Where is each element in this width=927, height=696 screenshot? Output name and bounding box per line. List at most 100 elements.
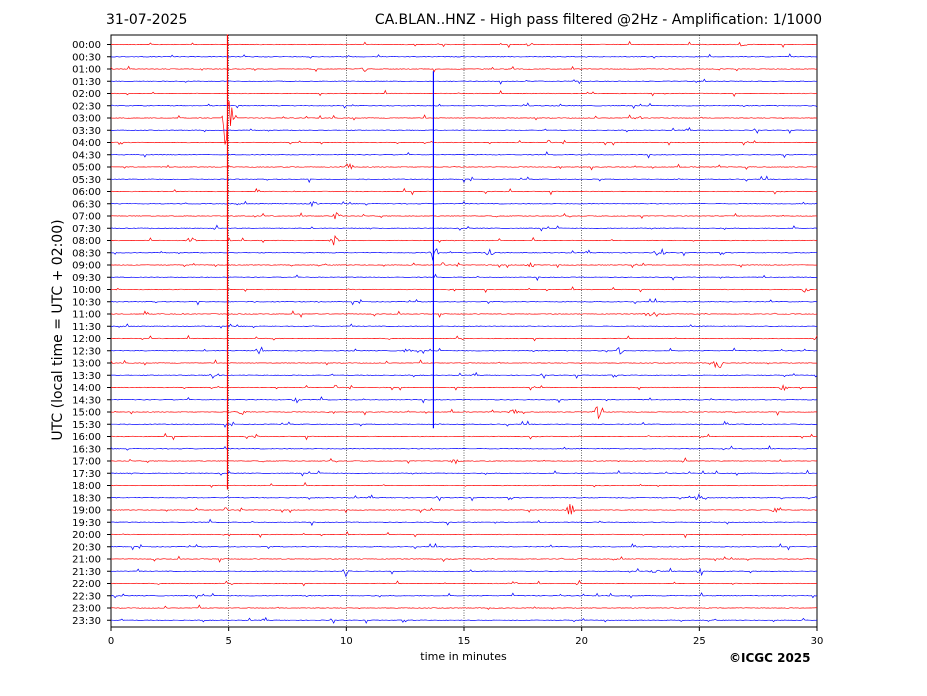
trace-0930 (110, 273, 818, 282)
y-tick-label: 14:00 (72, 383, 101, 394)
trace-1130 (110, 323, 818, 329)
y-tick-label: 10:00 (72, 285, 101, 296)
x-tick-label: 10 (340, 636, 353, 647)
trace-0030 (110, 53, 818, 59)
y-tick-label: 00:30 (72, 52, 101, 63)
trace-0300 (110, 100, 817, 145)
y-tick-label: 02:30 (72, 101, 101, 112)
traces (110, 34, 818, 624)
y-axis-label: UTC (local time = UTC + 02:00) (50, 219, 66, 441)
x-tick-label: 20 (575, 636, 588, 647)
trace-1030 (111, 297, 818, 306)
trace-1930 (110, 518, 818, 527)
trace-0900 (111, 262, 817, 269)
y-tick-label: 09:30 (72, 273, 101, 284)
y-tick-label: 22:30 (72, 591, 101, 602)
y-tick-label: 17:30 (72, 469, 101, 480)
y-tick-label: 18:00 (72, 481, 101, 492)
y-tick-label: 12:30 (72, 346, 101, 357)
y-tick-label: 08:00 (72, 236, 101, 247)
y-tick-label: 13:00 (72, 359, 101, 370)
trace-1430 (110, 396, 818, 404)
trace-1830 (110, 493, 818, 502)
x-axis-label-text: time in minutes (420, 650, 507, 663)
y-tick-label: 11:30 (72, 322, 101, 333)
trace-0700 (110, 212, 818, 220)
y-tick-label: 10:30 (72, 297, 101, 308)
y-tick-label: 20:00 (72, 530, 101, 541)
trace-0130 (110, 78, 818, 85)
trace-0430 (110, 151, 818, 159)
y-tick-label: 04:00 (72, 138, 101, 149)
y-tick-label: 03:00 (72, 114, 101, 125)
y-tick-label: 18:30 (72, 493, 101, 504)
grid-lines (228, 35, 700, 627)
y-tick-label: 17:00 (72, 457, 101, 468)
y-tick-label: 13:30 (72, 371, 101, 382)
chart-date: 31-07-2025 (106, 12, 188, 28)
y-tick-label: 23:30 (72, 616, 101, 627)
y-tick-label: 19:00 (72, 506, 101, 517)
trace-0530 (110, 175, 818, 184)
y-tick-label: 08:30 (72, 248, 101, 259)
trace-2200 (110, 579, 818, 587)
y-tick-label: 19:30 (72, 518, 101, 529)
trace-1100 (110, 310, 818, 318)
y-tick-label: 16:30 (72, 444, 101, 455)
y-tick-label: 00:00 (72, 40, 101, 51)
y-tick-label: 01:00 (72, 65, 101, 76)
trace-0830 (110, 247, 818, 261)
y-tick-label: 06:00 (72, 187, 101, 198)
trace-2230 (110, 592, 818, 600)
y-tick-label: 22:00 (72, 579, 101, 590)
trace-1230 (110, 346, 818, 355)
y-tick-label: 01:30 (72, 77, 101, 88)
trace-1300 (110, 359, 818, 369)
y-tick-label: 11:00 (72, 310, 101, 321)
x-tick-label: 30 (811, 636, 824, 647)
trace-1200 (110, 334, 818, 342)
trace-2030 (110, 542, 818, 551)
y-tick-label: 23:00 (72, 604, 101, 615)
trace-0000 (111, 40, 818, 49)
copyright-text: ©ICGC 2025 (729, 651, 811, 665)
trace-1630 (110, 445, 818, 451)
trace-2130 (110, 567, 818, 578)
trace-0630 (110, 200, 817, 208)
y-tick-label: 07:30 (72, 224, 101, 235)
y-tick-label: 05:30 (72, 175, 101, 186)
trace-1800 (110, 481, 818, 488)
trace-0730 (110, 224, 818, 232)
trace-0600 (110, 187, 818, 196)
y-tick-label: 12:00 (72, 334, 101, 345)
trace-0800 (110, 235, 818, 246)
trace-2330 (111, 616, 818, 624)
y-tick-label: 06:30 (72, 199, 101, 210)
trace-0100 (110, 65, 818, 73)
y-tick-label: 05:00 (72, 163, 101, 174)
trace-1530 (111, 420, 817, 428)
trace-1330 (111, 371, 818, 379)
trace-0400 (110, 139, 818, 146)
trace-1600 (111, 432, 818, 441)
x-tick-label: 25 (693, 636, 706, 647)
x-tick-labels: 0 5 10 15 20 25 30 (108, 627, 824, 647)
trace-0330 (110, 126, 818, 134)
trace-1000 (110, 286, 818, 293)
y-tick-label: 07:00 (72, 212, 101, 223)
trace-1900 (110, 503, 818, 515)
y-tick-label: 09:00 (72, 261, 101, 272)
y-tick-label: 16:00 (72, 432, 101, 443)
trace-0500 (111, 163, 817, 171)
trace-2300 (110, 604, 818, 610)
x-tick-label: 0 (108, 636, 114, 647)
x-tick-label: 15 (458, 636, 471, 647)
x-tick-label: 5 (225, 636, 231, 647)
y-tick-label: 21:00 (72, 555, 101, 566)
y-tick-label: 15:30 (72, 420, 101, 431)
trace-1700 (110, 457, 818, 465)
y-tick-label: 21:30 (72, 567, 101, 578)
y-tick-label: 02:00 (72, 89, 101, 100)
